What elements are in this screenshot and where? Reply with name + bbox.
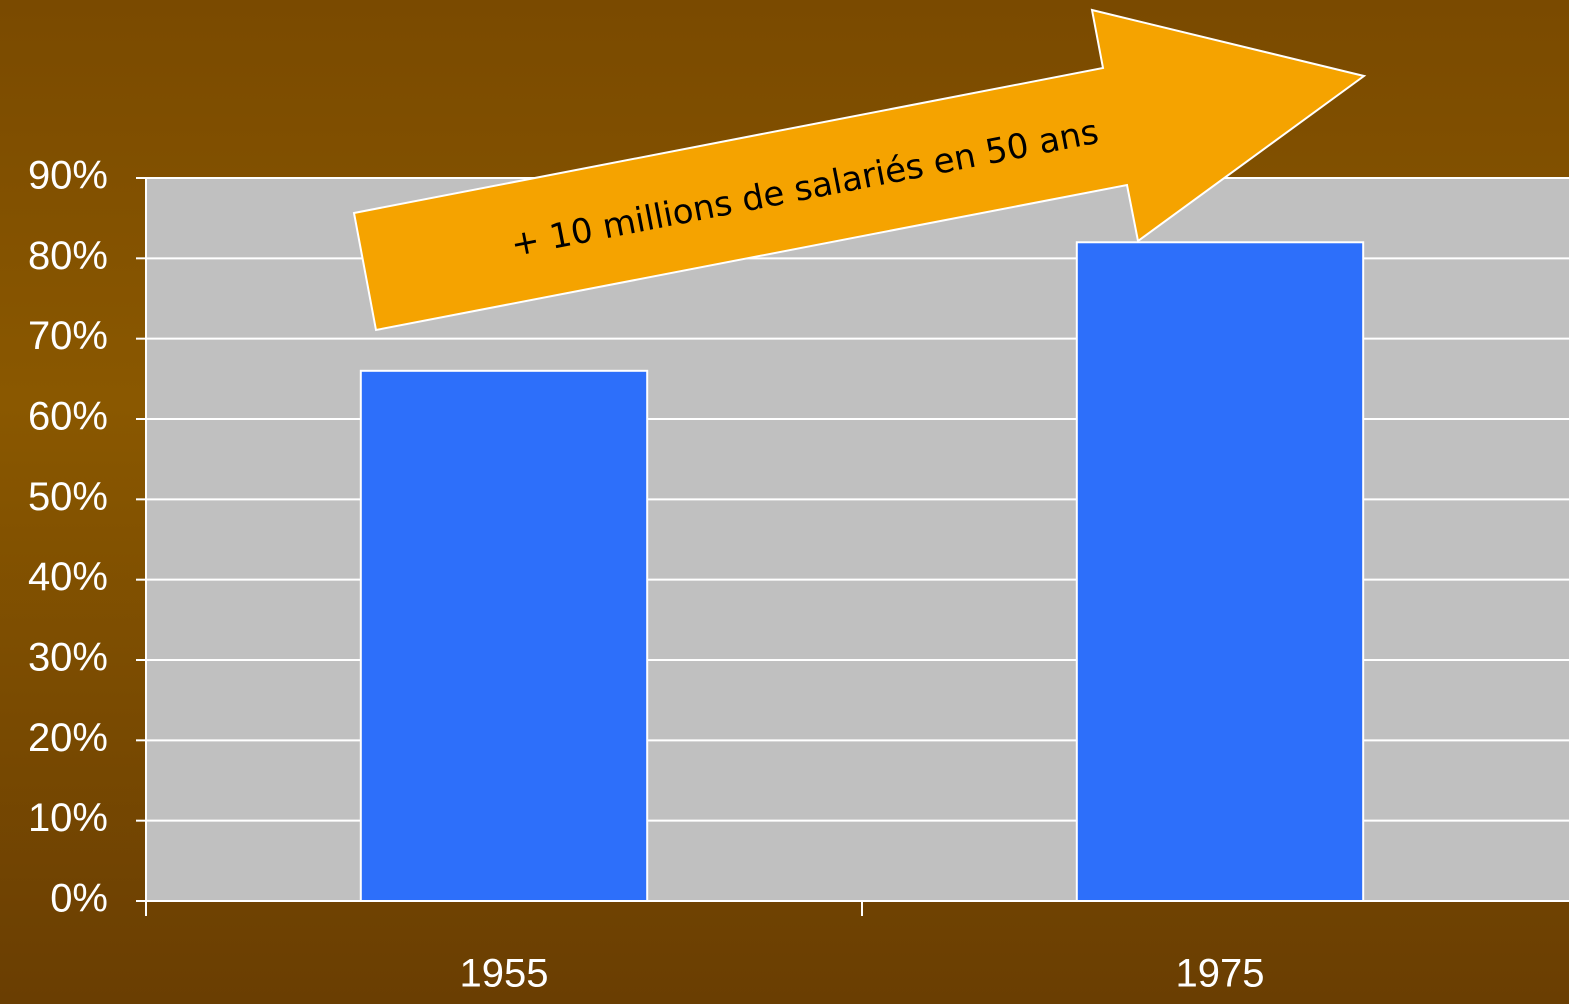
x-tick-label: 1955 (460, 952, 549, 996)
y-tick-label: 80% (28, 234, 108, 278)
y-tick-label: 50% (28, 475, 108, 519)
y-tick-label: 0% (50, 877, 108, 921)
plot-area: 0% 10% 20% 30% 40% 50% 60% 70% 80% 90% 1955 1975 (28, 154, 1569, 996)
y-tick-label: 30% (28, 636, 108, 680)
y-tick-label: 90% (28, 154, 108, 198)
x-tick-label: 1975 (1176, 952, 1265, 996)
arrow (352, 8, 1367, 332)
bar (359, 369, 649, 902)
y-tick-label: 20% (28, 716, 108, 760)
y-tick-label: 60% (28, 395, 108, 439)
y-tick-label: 70% (28, 314, 108, 358)
y-tick-label: 40% (28, 555, 108, 599)
bar (1075, 241, 1365, 902)
y-tick-label: 10% (28, 796, 108, 840)
